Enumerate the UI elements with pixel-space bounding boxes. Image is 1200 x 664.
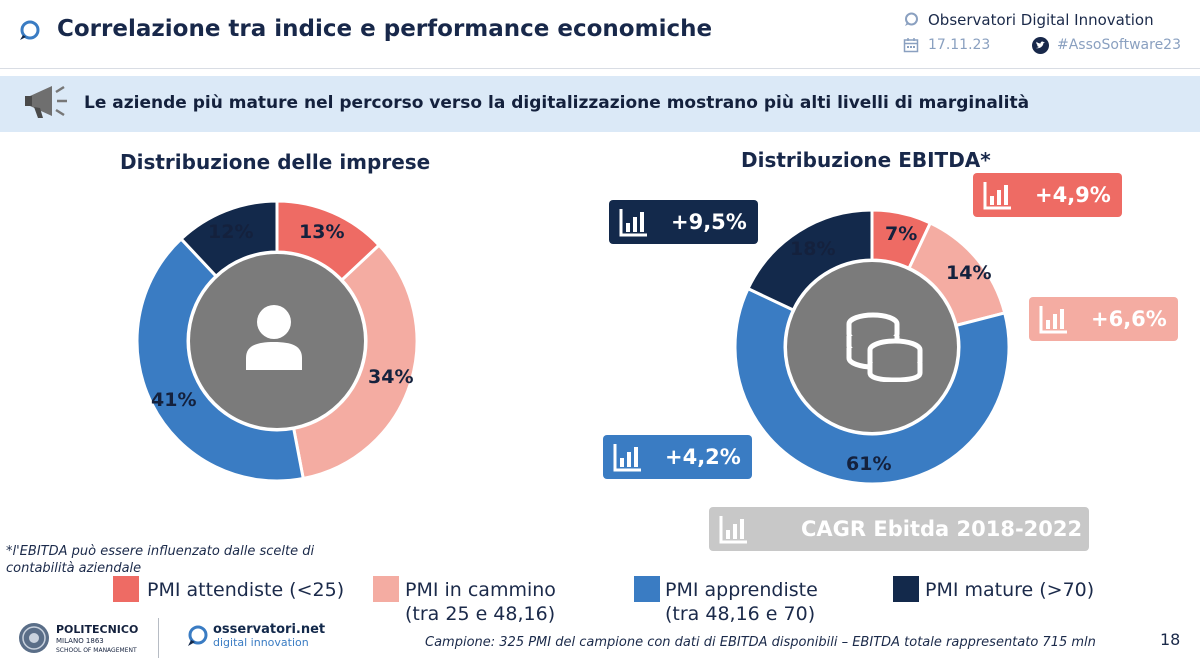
cagr-badge-mature: +9,5%: [609, 200, 758, 244]
polimi-school: SCHOOL OF MANAGEMENT: [56, 647, 137, 654]
chart-title-ebitda: Distribuzione EBITDA*: [741, 148, 991, 172]
data-label-mature: 18%: [790, 238, 836, 260]
coins-icon: [846, 312, 923, 382]
data-label-apprendiste: 61%: [846, 453, 892, 475]
cagr-value: +6,6%: [1091, 307, 1167, 331]
legend-swatch-attendiste: [113, 576, 139, 602]
donut-slice-apprendiste: [733, 286, 1011, 486]
legend-swatch-cammino: [373, 576, 399, 602]
donut-slice-mature: [746, 208, 874, 312]
data-label-cammino: 34%: [368, 366, 414, 388]
key-message-text: Le aziende più mature nel percorso verso…: [84, 93, 1030, 113]
growth-chart-icon: [719, 516, 747, 544]
data-label-attendiste: 13%: [299, 221, 345, 243]
legend-swatch-apprendiste: [634, 576, 660, 602]
cagr-badge-cammino: +6,6%: [1029, 297, 1178, 341]
growth-chart-icon: [1039, 306, 1067, 334]
donut-slice-cammino: [291, 243, 419, 481]
sample-note: Campione: 325 PMI del campione con dati …: [425, 635, 1096, 650]
cagr-value: +4,9%: [1035, 183, 1111, 207]
page-number: 18: [1160, 630, 1181, 649]
brand-small-icon: [905, 12, 918, 26]
hashtag-label: #AssoSoftware23: [1057, 37, 1181, 53]
legend-label-attendiste: PMI attendiste (<25): [147, 579, 345, 601]
key-message-banner: [0, 76, 1200, 132]
donut-center: [190, 254, 364, 428]
data-label-cammino: 14%: [946, 262, 992, 284]
polimi-sub: MILANO 1863: [56, 637, 104, 645]
header-divider: [0, 68, 1200, 69]
chart-title-imprese: Distribuzione delle imprese: [120, 150, 431, 174]
data-label-mature: 12%: [208, 221, 254, 243]
cagr-badge-attendiste: +4,9%: [973, 173, 1122, 217]
polimi-name: POLITECNICO: [56, 623, 139, 636]
donut-slice-apprendiste: [135, 236, 305, 483]
legend-label-cammino: PMI in cammino (tra 25 e 48,16): [405, 579, 556, 625]
footer-divider: [158, 618, 159, 658]
cagr-value: +4,2%: [665, 445, 741, 469]
legend-swatch-mature: [893, 576, 919, 602]
observatory-logo-icon: [20, 20, 40, 40]
date-label: 17.11.23: [928, 37, 991, 53]
politecnico-seal-icon: [19, 623, 49, 653]
osservatori-brand: osservatori.net: [213, 622, 326, 637]
data-label-apprendiste: 41%: [151, 389, 197, 411]
growth-chart-icon: [983, 182, 1011, 210]
donut-slice-mature: [179, 199, 279, 279]
cagr-value: +9,5%: [671, 210, 747, 234]
growth-chart-icon: [619, 209, 647, 237]
person-icon: [246, 305, 302, 370]
cagr-title-badge: CAGR Ebitda 2018-2022: [709, 507, 1089, 551]
calendar-icon: [903, 38, 919, 53]
footnote-ebitda: *l'EBITDA può essere influenzato dalle s…: [6, 544, 315, 576]
legend-label-apprendiste: PMI apprendiste (tra 48,16 e 70): [665, 579, 818, 625]
twitter-icon: [1032, 37, 1049, 54]
page-title: Correlazione tra indice e performance ec…: [57, 16, 713, 42]
growth-chart-icon: [613, 444, 641, 472]
cagr-title: CAGR Ebitda 2018-2022: [801, 517, 1083, 541]
megaphone-icon: [25, 85, 67, 118]
cagr-badge-apprendiste: +4,2%: [603, 435, 752, 479]
osservatori-logo-icon: [188, 625, 208, 646]
brand-name: Observatori Digital Innovation: [928, 11, 1154, 29]
legend-label-mature: PMI mature (>70): [925, 579, 1095, 601]
osservatori-tagline: digital innovation: [213, 636, 309, 649]
data-label-attendiste: 7%: [885, 223, 918, 245]
